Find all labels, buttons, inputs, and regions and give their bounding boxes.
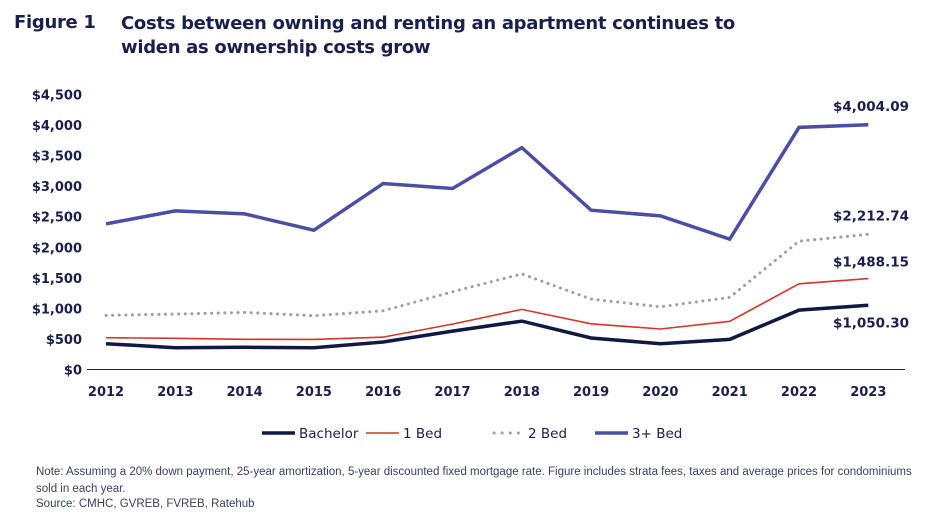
series-lines: [104, 123, 870, 350]
x-tick-label: 2014: [227, 385, 263, 400]
x-axis: 2012 2013 2014 2015 2016 2017 2018 2019 2020 2021…: [88, 385, 886, 400]
series-line-1-bed: [105, 277, 869, 341]
x-tick-label: 2022: [781, 385, 817, 400]
y-tick-label: $2,500: [32, 211, 82, 226]
x-tick-label: 2018: [504, 385, 540, 400]
y-tick-label: $2,000: [32, 241, 82, 256]
y-tick-label: $0: [64, 364, 82, 379]
series-line-3-bed: [105, 123, 869, 242]
x-tick-label: 2017: [434, 385, 470, 400]
x-tick-label: 2020: [642, 385, 678, 400]
chart-source: Source: CMHC, GVREB, FVREB, Ratehub: [36, 498, 255, 510]
y-tick-label: $4,500: [32, 89, 82, 104]
x-tick-label: 2013: [157, 385, 193, 400]
series-line-bachelor: [105, 303, 869, 350]
x-tick-label: 2015: [296, 385, 332, 400]
legend-label: 3+ Bed: [632, 426, 682, 442]
x-tick-label: 2023: [850, 385, 886, 400]
legend-label: 2 Bed: [528, 426, 567, 442]
y-axis: $0 $500 $1,000 $1,500 $2,000 $2,500 $3,000 $3,5…: [32, 89, 82, 379]
y-tick-label: $3,500: [32, 150, 82, 165]
end-value-label: $4,004.09: [833, 99, 909, 115]
y-tick-label: $3,000: [32, 180, 82, 195]
chart-note: Note: Assuming a 20% down payment, 25-ye…: [36, 466, 912, 495]
end-value-label: $2,212.74: [833, 208, 909, 224]
legend-label: 1 Bed: [403, 426, 442, 442]
line-chart: $0 $500 $1,000 $1,500 $2,000 $2,500 $3,000 $3,5…: [32, 89, 909, 443]
end-labels: $1,050.30 $1,488.15 $2,212.74 $4,004.09: [833, 99, 909, 332]
x-tick-label: 2019: [573, 385, 609, 400]
chart-title: Costs between owning and renting an apar…: [121, 13, 735, 58]
figure-label: Figure 1: [14, 12, 96, 33]
x-tick-label: 2016: [365, 385, 401, 400]
x-tick-label: 2012: [88, 385, 124, 400]
y-tick-label: $500: [46, 333, 82, 348]
end-value-label: $1,488.15: [833, 255, 909, 271]
x-tick-label: 2021: [712, 385, 748, 400]
end-value-label: $1,050.30: [833, 315, 909, 331]
y-tick-label: $1,500: [32, 272, 82, 287]
y-tick-label: $1,000: [32, 302, 82, 317]
legend-label: Bachelor: [299, 426, 359, 442]
legend: Bachelor 1 Bed 2 Bed 3+ Bed: [262, 426, 682, 442]
y-tick-label: $4,000: [32, 119, 82, 134]
series-line-2-bed: [104, 232, 870, 318]
